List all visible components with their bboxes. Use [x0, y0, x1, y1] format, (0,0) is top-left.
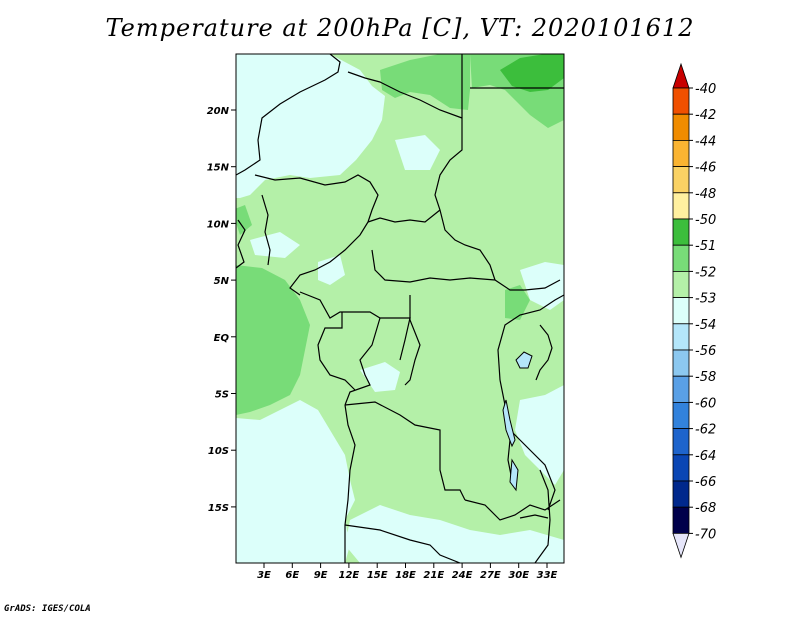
colorbar-label: -64: [695, 449, 716, 464]
lat-tick-label: 5N: [214, 276, 230, 287]
colorbar-swatch: [672, 166, 690, 194]
colorbar-bottom-arrow: [672, 533, 690, 559]
temperature-field: [236, 54, 564, 563]
lon-tick-label: 6E: [285, 570, 299, 581]
colorbar-swatch: [672, 349, 690, 377]
colorbar-swatch: [672, 454, 690, 482]
colorbar-label: -51: [695, 239, 716, 254]
colorbar-swatch: [672, 218, 690, 246]
colorbar-swatch: [672, 244, 690, 272]
longitude-axis: 3E 6E 9E 12E 15E 18E 21E 24E 27E 30E 33E: [257, 563, 558, 581]
colorbar-swatch: [672, 506, 690, 534]
colorbar-label: -50: [695, 213, 716, 228]
lon-tick-label: 21E: [423, 570, 444, 581]
lon-tick-label: 33E: [537, 570, 558, 581]
colorbar-label: -53: [695, 292, 716, 307]
colorbar-label: -68: [695, 501, 716, 516]
lon-tick-label: 27E: [480, 570, 501, 581]
colorbar-swatch: [672, 428, 690, 456]
lon-tick-label: 9E: [314, 570, 328, 581]
colorbar-label: -62: [695, 423, 716, 438]
lon-tick-label: 18E: [395, 570, 416, 581]
colorbar-label: -42: [695, 108, 716, 123]
colorbar-swatch: [672, 297, 690, 325]
warm-area-shading: [236, 54, 564, 415]
colorbar: -40 -42 -44 -46 -48 -50 -51 -52 -53 -54 -56 -58 -60 -…: [672, 62, 716, 559]
colorbar-label: -44: [695, 134, 716, 149]
lat-tick-label: 15N: [207, 163, 230, 174]
colorbar-swatch: [672, 323, 690, 351]
lon-tick-label: 3E: [257, 570, 271, 581]
lat-tick-label: 15S: [208, 503, 229, 514]
latitude-axis: 20N 15N 10N 5N EQ 5S 10S 15S: [207, 106, 236, 514]
colorbar-label: -60: [695, 396, 716, 411]
colorbar-swatch: [672, 375, 690, 403]
lon-tick-label: 24E: [452, 570, 473, 581]
lat-tick-label: 5S: [215, 390, 229, 401]
lon-tick-label: 30E: [508, 570, 529, 581]
colorbar-label: -70: [695, 527, 716, 542]
warmest-area-shading: [500, 54, 564, 92]
map-frame: [235, 53, 565, 564]
colorbar-swatch: [672, 139, 690, 167]
colorbar-label: -66: [695, 475, 716, 490]
colorbar-label: -46: [695, 161, 716, 176]
cold-area-shading: [236, 54, 564, 563]
colorbar-swatch: [672, 192, 690, 220]
lat-tick-label: 10N: [207, 219, 230, 230]
lat-tick-label: 10S: [208, 446, 229, 457]
country-borders: [236, 54, 564, 563]
lon-tick-label: 12E: [339, 570, 360, 581]
colorbar-swatch: [672, 401, 690, 429]
colorbar-label: -52: [695, 265, 716, 280]
colorbar-label: -48: [695, 187, 716, 202]
map-title: Temperature at 200hPa [C], VT: 202010161…: [105, 14, 695, 42]
colorbar-label: -40: [695, 82, 716, 97]
colorbar-swatch: [672, 480, 690, 508]
lon-tick-label: 15E: [367, 570, 388, 581]
colorbar-label: -58: [695, 370, 716, 385]
colorbar-label: -56: [695, 344, 716, 359]
grads-credit: GrADS: IGES/COLA: [4, 604, 91, 614]
lat-tick-label: EQ: [214, 333, 230, 344]
lakes: [502, 351, 533, 492]
colorbar-top-arrow: [672, 62, 690, 89]
colorbar-swatch: [672, 87, 690, 115]
colorbar-label: -54: [695, 318, 716, 333]
colorbar-swatch: [672, 270, 690, 298]
lat-tick-label: 20N: [207, 106, 230, 117]
colorbar-swatch: [672, 113, 690, 141]
